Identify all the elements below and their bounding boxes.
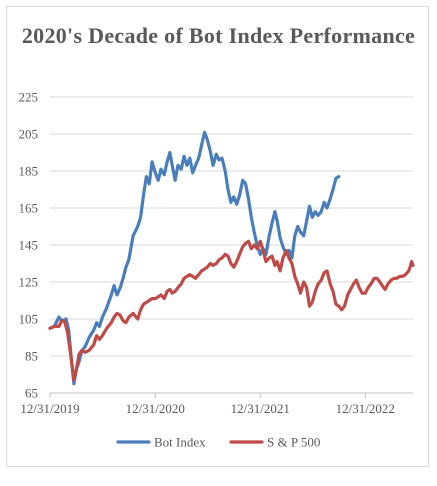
series-line-bot-index [48, 130, 341, 386]
legend-label: Bot Index [154, 435, 206, 450]
series-lines [48, 130, 415, 386]
x-tick-label: 12/31/2019 [20, 401, 79, 416]
x-tick-label: 12/31/2021 [231, 401, 290, 416]
y-tick-label: 65 [25, 386, 38, 401]
y-tick-label: 205 [19, 127, 39, 142]
y-axis-ticks: 65 85 105 125 145 165 185 205 225 [19, 90, 39, 401]
y-tick-label: 165 [19, 201, 39, 216]
y-tick-label: 125 [19, 275, 39, 290]
x-tick-label: 12/31/2022 [336, 401, 395, 416]
chart-title: 2020's Decade of Bot Index Performance [21, 23, 416, 48]
y-tick-label: 145 [19, 238, 39, 253]
y-tick-label: 185 [19, 164, 39, 179]
legend-label: S & P 500 [267, 435, 320, 450]
series-line-s-p-500 [48, 239, 415, 382]
legend: Bot Index S & P 500 [116, 435, 320, 450]
gridlines [50, 96, 413, 394]
x-axis-ticks: 12/31/2019 12/31/2020 12/31/2021 12/31/2022 [20, 393, 395, 416]
chart-frame [6, 6, 429, 467]
y-tick-label: 105 [19, 312, 39, 327]
y-tick-label: 225 [19, 90, 39, 105]
x-tick-label: 12/31/2020 [126, 401, 185, 416]
y-tick-label: 85 [25, 349, 38, 364]
